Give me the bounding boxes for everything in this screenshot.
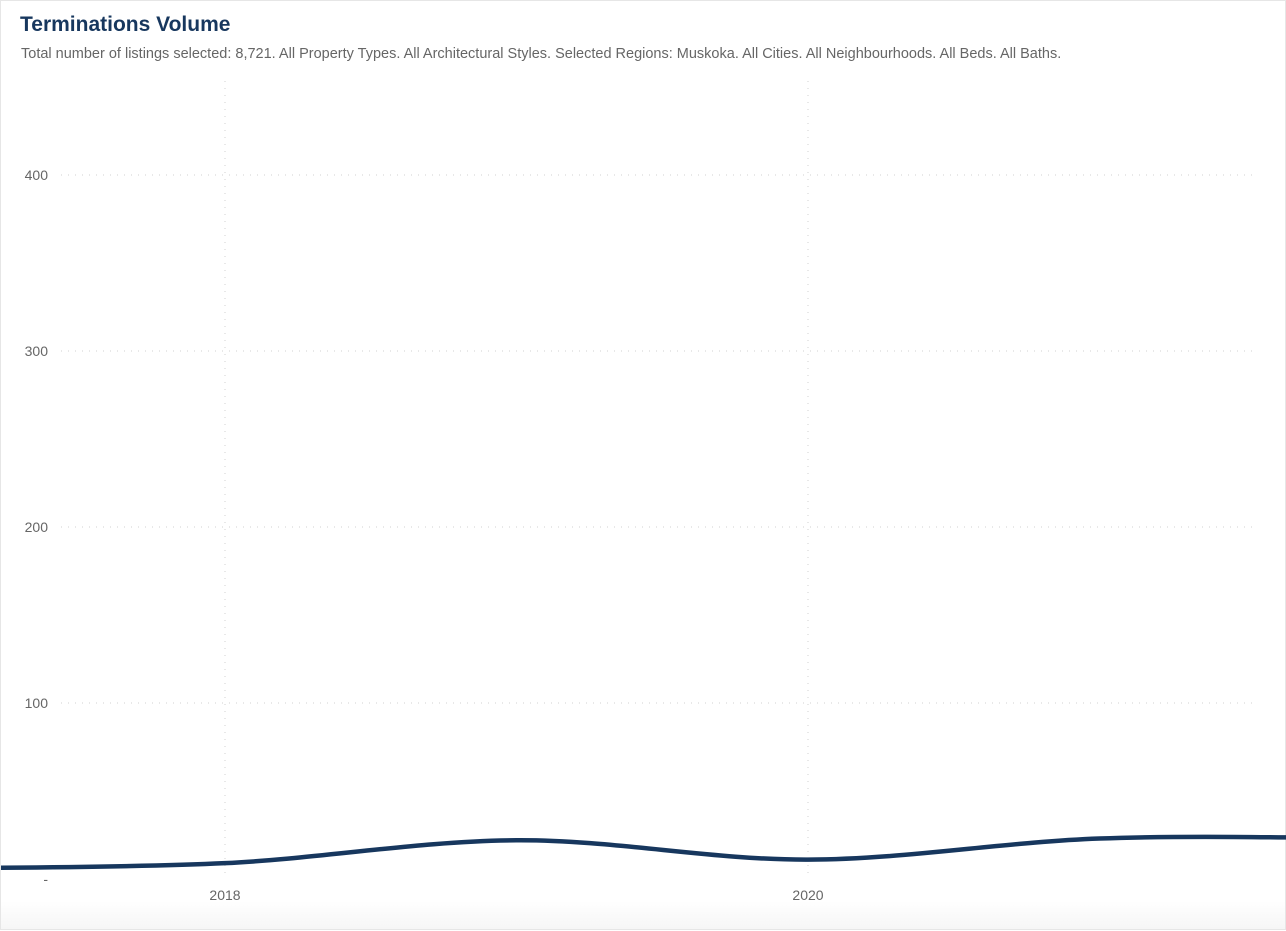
series	[1, 834, 1286, 871]
y-tick-label: 300	[25, 343, 49, 359]
x-tick-label: 2020	[792, 887, 823, 903]
y-axis: - 100 200 300 400	[25, 167, 49, 887]
y-tick-label: 400	[25, 167, 49, 183]
series-line	[1, 834, 1286, 871]
x-axis: 2018202020222024	[209, 887, 823, 903]
y-tick-label: -	[43, 871, 48, 887]
x-tick-label: 2018	[209, 887, 240, 903]
y-tick-label: 100	[25, 695, 49, 711]
grid	[61, 81, 1256, 879]
chart-subtitle: Total number of listings selected: 8,721…	[21, 46, 1062, 62]
chart-title: Terminations Volume	[20, 13, 231, 36]
y-tick-label: 200	[25, 519, 49, 535]
